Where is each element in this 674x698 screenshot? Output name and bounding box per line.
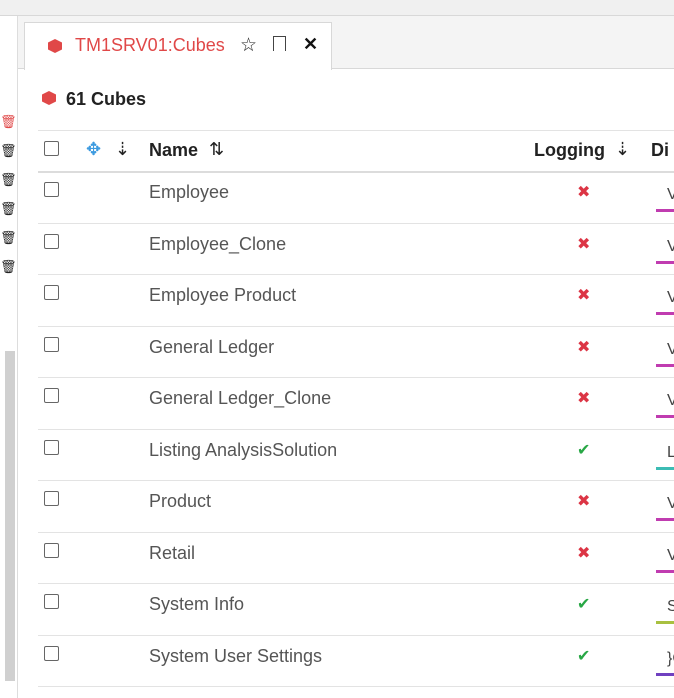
dimension-bar	[656, 209, 674, 212]
logging-status: ✔	[577, 596, 591, 613]
row-checkbox[interactable]	[44, 645, 59, 661]
tab-title[interactable]: TM1SRV01:Cubes	[75, 35, 225, 55]
table-row[interactable]: Employee Product ✖ V	[38, 275, 674, 327]
dimension-name: S	[667, 598, 674, 615]
table-row[interactable]: General Ledger_Clone ✖ V	[38, 378, 674, 430]
bookmark-icon[interactable]	[273, 36, 286, 51]
trash-icon[interactable]: 🗑	[0, 143, 17, 158]
row-checkbox[interactable]	[44, 491, 59, 506]
move-icon[interactable]: ✥	[86, 139, 102, 159]
close-icon[interactable]: ✕	[303, 34, 319, 54]
dimension-bar	[656, 569, 674, 573]
row-checkbox[interactable]	[44, 233, 59, 249]
cube-name[interactable]: Listing AnalysisSolution	[149, 439, 338, 460]
dimension-name: V	[667, 237, 674, 255]
cube-name[interactable]: System User Settings	[149, 645, 323, 666]
logging-status: ✔	[577, 441, 591, 459]
row-checkbox[interactable]	[44, 388, 59, 403]
dimension-name: V	[667, 495, 674, 512]
cube-name[interactable]: Employee Product	[149, 285, 297, 305]
cube-icon	[42, 91, 56, 105]
dimension-bar	[656, 415, 674, 418]
select-all-checkbox[interactable]	[44, 141, 59, 156]
scrollbar[interactable]	[5, 351, 15, 681]
trash-icon[interactable]: 🗑	[0, 259, 17, 274]
table-row[interactable]: Retail ✖ V	[38, 533, 674, 584]
logging-status: ✖	[577, 493, 591, 510]
dimension-name: V	[667, 289, 674, 306]
cube-name[interactable]: Product	[149, 491, 212, 511]
dimensions-header[interactable]: Di	[651, 140, 669, 160]
dimension-bar	[656, 363, 674, 367]
dimension-bar	[656, 672, 674, 676]
dimension-name: L	[667, 443, 674, 461]
cube-name[interactable]: System Info	[149, 594, 245, 614]
cube-name[interactable]: Employee	[149, 182, 230, 202]
sort-icon[interactable]: ⇅	[209, 139, 225, 159]
table-row[interactable]: Listing AnalysisSolution ✔ L	[38, 430, 674, 481]
table-header: ✥ ⇣ Name ⇅ Logging ⇣ Di	[38, 130, 674, 173]
dimension-name: V	[667, 392, 674, 409]
logging-status: ✖	[577, 544, 591, 562]
table-row[interactable]: Employee_Clone ✖ V	[38, 224, 674, 275]
sidebar: 🗑 🗑 🗑 🗑 🗑 🗑	[0, 16, 18, 698]
table-row[interactable]: Product ✖ V	[38, 481, 674, 533]
logging-status: ✖	[577, 184, 591, 201]
dimension-bar	[656, 518, 674, 521]
logging-status: ✖	[577, 338, 591, 356]
row-checkbox[interactable]	[44, 594, 59, 609]
star-icon[interactable]: ☆	[240, 35, 258, 56]
cube-name[interactable]: General Ledger	[149, 336, 275, 357]
trash-icon[interactable]: 🗑	[0, 230, 17, 245]
logging-header[interactable]: Logging	[534, 140, 605, 160]
logging-status: ✔	[577, 647, 591, 665]
trash-icon[interactable]: 🗑	[0, 201, 17, 216]
table-row[interactable]: System Info ✔ S	[38, 584, 674, 636]
cube-icon	[48, 39, 62, 53]
cube-name[interactable]: Retail	[149, 542, 196, 563]
row-checkbox[interactable]	[44, 182, 59, 197]
table-row[interactable]: Employee ✖ V	[38, 172, 674, 224]
dimension-bar	[656, 621, 674, 624]
name-header[interactable]: Name	[149, 140, 199, 160]
cube-name[interactable]: Employee_Clone	[149, 233, 287, 254]
row-checkbox[interactable]	[44, 439, 59, 455]
logging-status: ✖	[577, 287, 591, 304]
trash-icon[interactable]: 🗑	[0, 114, 17, 129]
row-checkbox[interactable]	[44, 285, 59, 300]
row-checkbox[interactable]	[44, 542, 59, 558]
cube-name[interactable]: General Ledger_Clone	[149, 388, 332, 408]
table-row[interactable]: General Ledger ✖ V	[38, 327, 674, 378]
tab[interactable]	[24, 22, 332, 70]
row-checkbox[interactable]	[44, 336, 59, 352]
sort-icon[interactable]: ⇣	[615, 139, 631, 159]
dimension-name: }C	[667, 649, 674, 667]
dimension-bar	[656, 260, 674, 264]
dimension-bar	[656, 312, 674, 315]
dimension-name: V	[667, 546, 674, 564]
trash-icon[interactable]: 🗑	[0, 172, 17, 187]
table-row[interactable]: System User Settings ✔ }C	[38, 636, 674, 687]
dimension-bar	[656, 466, 674, 470]
logging-status: ✖	[577, 390, 591, 407]
dimension-name: V	[667, 340, 674, 358]
cube-count: 61 Cubes	[66, 89, 147, 109]
top-bar	[0, 0, 674, 16]
dimension-name: V	[667, 186, 674, 203]
logging-status: ✖	[577, 235, 591, 253]
sort-icon[interactable]: ⇣	[115, 139, 131, 159]
